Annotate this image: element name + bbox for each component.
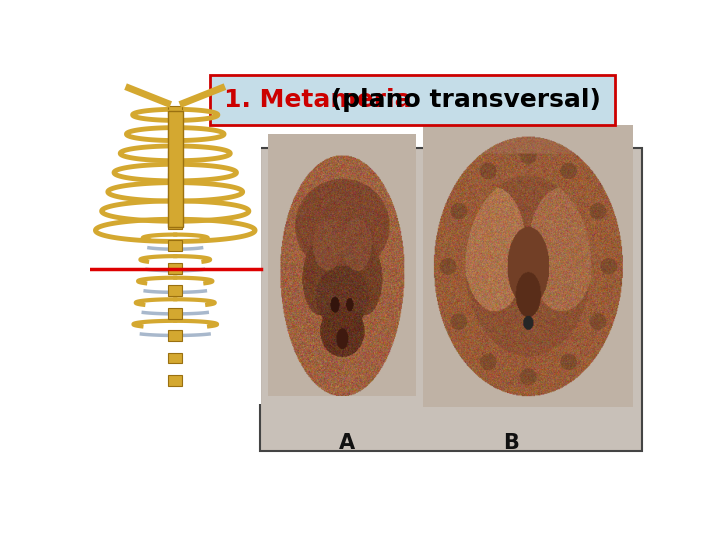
Bar [168, 375, 182, 386]
Text: 1. Metameria: 1. Metameria [224, 88, 412, 112]
Bar [260, 148, 642, 451]
Bar [168, 263, 182, 274]
Bar [168, 353, 182, 363]
Bar [168, 285, 182, 296]
Bar [90, 80, 261, 403]
Bar [168, 218, 182, 228]
Bar [168, 111, 183, 226]
Text: (plano transversal): (plano transversal) [322, 88, 600, 112]
Bar [168, 151, 182, 161]
Bar [168, 195, 182, 206]
Bar [168, 173, 182, 184]
Bar [168, 106, 182, 117]
Bar [168, 128, 182, 139]
Bar [168, 330, 182, 341]
Text: A: A [338, 433, 355, 453]
Bar [168, 240, 182, 251]
Bar [168, 308, 182, 319]
Bar [210, 75, 615, 125]
Text: B: B [503, 433, 519, 453]
